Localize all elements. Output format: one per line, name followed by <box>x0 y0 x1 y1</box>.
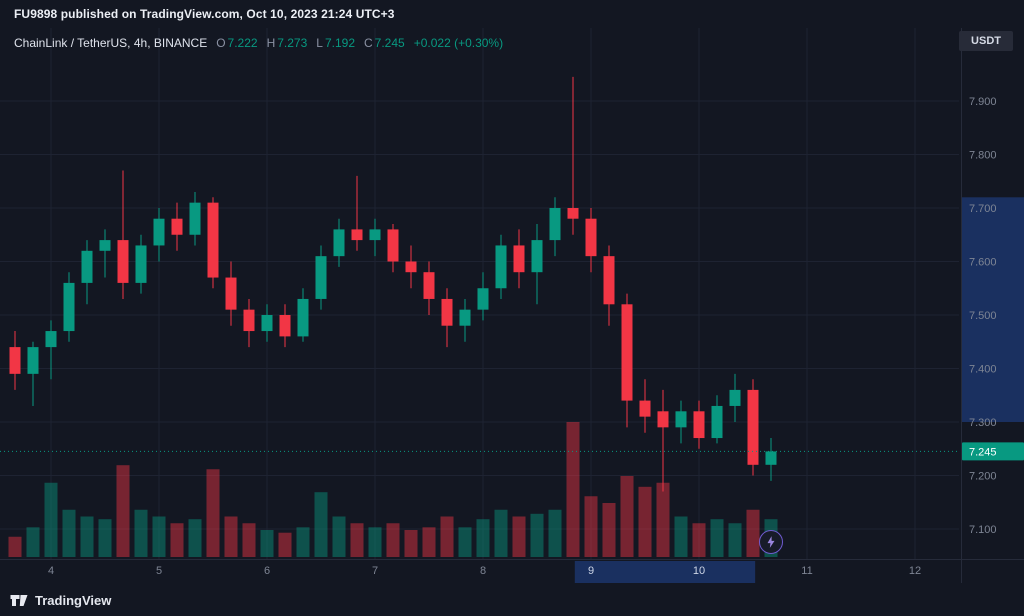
close-label: C <box>364 36 373 50</box>
chart-legend: ChainLink / TetherUS, 4h, BINANCE O 7.22… <box>14 33 503 53</box>
low-label: L <box>316 36 323 50</box>
attribution-text: FU9898 published on TradingView.com, Oct… <box>14 7 395 21</box>
symbol-title[interactable]: ChainLink / TetherUS, 4h, BINANCE <box>14 36 208 50</box>
svg-text:11: 11 <box>801 565 812 577</box>
svg-text:7.245: 7.245 <box>969 446 997 458</box>
high-value: 7.273 <box>277 36 308 50</box>
svg-text:4: 4 <box>48 565 54 577</box>
lightning-button[interactable] <box>759 530 783 554</box>
change-value: +0.022 (+0.30%) <box>413 36 504 50</box>
svg-text:9: 9 <box>588 565 594 577</box>
svg-text:8: 8 <box>480 565 486 577</box>
svg-text:7.200: 7.200 <box>969 471 997 483</box>
tradingview-logo-icon <box>10 595 28 606</box>
candles <box>9 76 777 492</box>
grid <box>0 28 959 560</box>
svg-text:7: 7 <box>372 565 378 577</box>
svg-text:7.300: 7.300 <box>969 417 997 429</box>
svg-text:10: 10 <box>693 565 705 577</box>
tradingview-logo[interactable]: TradingView <box>10 591 111 609</box>
svg-text:7.700: 7.700 <box>969 203 997 215</box>
open-value: 7.222 <box>227 36 258 50</box>
svg-text:5: 5 <box>156 565 162 577</box>
price-axis-highlight <box>962 197 1024 422</box>
svg-text:7.400: 7.400 <box>969 364 997 376</box>
close-value: 7.245 <box>374 36 405 50</box>
price-axis[interactable]: 7.900 7.800 7.700 7.600 7.500 7.400 7.300 7.200… <box>969 96 997 536</box>
high-label: H <box>266 36 276 50</box>
svg-text:7.900: 7.900 <box>969 96 997 108</box>
lightning-icon <box>767 536 775 548</box>
open-label: O <box>216 36 226 50</box>
svg-text:6: 6 <box>264 565 270 577</box>
time-axis-highlight <box>574 561 756 583</box>
svg-text:7.600: 7.600 <box>969 257 997 269</box>
svg-text:12: 12 <box>909 565 921 577</box>
time-axis[interactable]: 4 5 6 7 8 9 10 11 12 <box>48 565 921 577</box>
current-price-label: 7.245 <box>962 442 1024 461</box>
svg-text:7.100: 7.100 <box>969 524 997 536</box>
svg-text:7.500: 7.500 <box>969 310 997 322</box>
currency-badge[interactable]: USDT <box>959 31 1013 51</box>
volume-bars <box>8 422 778 557</box>
brand-text: TradingView <box>35 592 112 608</box>
svg-text:7.800: 7.800 <box>969 150 997 162</box>
footer-bar: TradingView <box>0 584 1024 616</box>
attribution-bar: FU9898 published on TradingView.com, Oct… <box>0 0 1024 28</box>
low-value: 7.192 <box>324 36 355 50</box>
